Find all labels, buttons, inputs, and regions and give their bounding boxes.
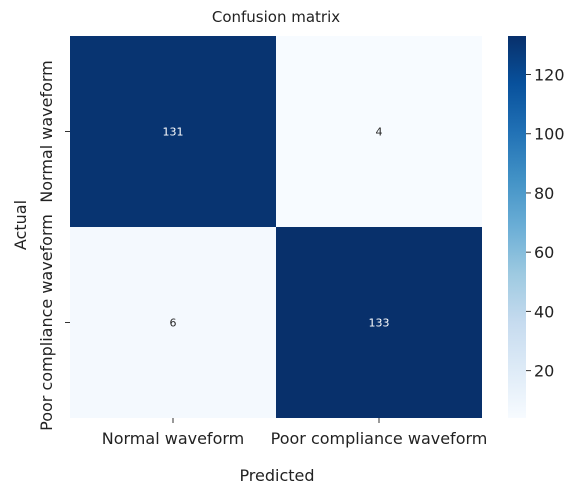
- y-axis-ticks: Normal waveform Poor compliance waveform: [37, 60, 70, 431]
- colorbar-tick-label: 100: [534, 125, 564, 144]
- cell-value-label: 131: [163, 126, 184, 139]
- x-tick-label: Poor compliance waveform: [271, 429, 488, 448]
- colorbar-tick-label: 80: [534, 184, 554, 203]
- heatmap-cells: [70, 36, 482, 418]
- y-axis-label: Actual: [11, 200, 30, 250]
- cell-value-label: 133: [369, 317, 390, 330]
- y-tick-label: Poor compliance waveform: [37, 214, 56, 431]
- colorbar-tick-label: 120: [534, 65, 564, 84]
- cell-value-label: 6: [170, 317, 177, 330]
- cell-value-label: 4: [376, 126, 383, 139]
- colorbar-ticks: 20 40 60 80 100 120: [526, 65, 564, 381]
- chart-title: Confusion matrix: [212, 8, 340, 26]
- colorbar-tick-label: 40: [534, 302, 554, 321]
- heatmap-cell-labels: 131 4 6 133: [163, 126, 390, 330]
- colorbar: [508, 36, 526, 418]
- y-tick-label: Normal waveform: [37, 60, 56, 202]
- heatmap-cell: [276, 227, 482, 418]
- heatmap-cell: [70, 227, 276, 418]
- x-axis-label: Predicted: [239, 466, 314, 485]
- heatmap-cell: [276, 36, 482, 227]
- x-tick-label: Normal waveform: [102, 429, 244, 448]
- heatmap-cell: [70, 36, 276, 227]
- colorbar-tick-label: 20: [534, 362, 554, 381]
- x-axis-ticks: Normal waveform Poor compliance waveform: [102, 418, 488, 448]
- colorbar-tick-label: 60: [534, 243, 554, 262]
